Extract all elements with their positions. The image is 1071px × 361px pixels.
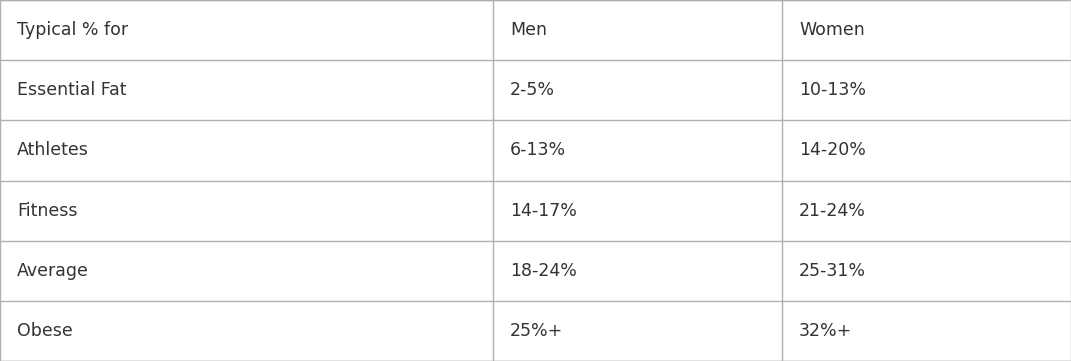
Text: 32%+: 32%+ [799,322,853,340]
Text: 25%+: 25%+ [510,322,563,340]
Text: 14-20%: 14-20% [799,142,865,160]
Text: Men: Men [510,21,547,39]
Text: Athletes: Athletes [17,142,89,160]
Text: 25-31%: 25-31% [799,262,866,280]
Text: 6-13%: 6-13% [510,142,565,160]
Text: Average: Average [17,262,89,280]
Text: Typical % for: Typical % for [17,21,129,39]
Text: 14-17%: 14-17% [510,201,576,219]
Text: Fitness: Fitness [17,201,77,219]
Text: 18-24%: 18-24% [510,262,576,280]
Text: Women: Women [799,21,864,39]
Text: Essential Fat: Essential Fat [17,81,126,99]
Text: 21-24%: 21-24% [799,201,865,219]
Text: Obese: Obese [17,322,73,340]
Text: 10-13%: 10-13% [799,81,866,99]
Text: 2-5%: 2-5% [510,81,555,99]
